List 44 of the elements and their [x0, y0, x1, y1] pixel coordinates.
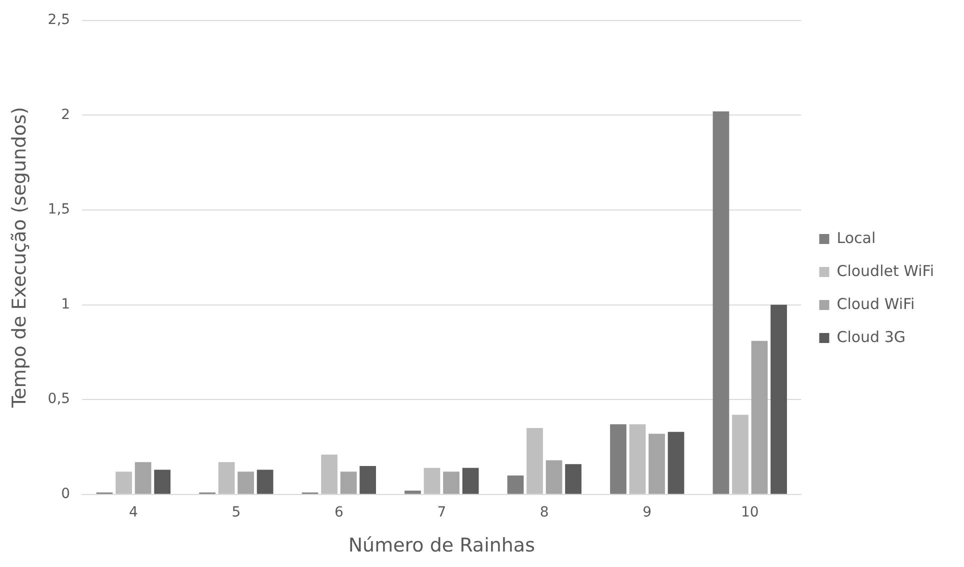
- bar: [424, 468, 440, 494]
- bar: [256, 470, 274, 494]
- bar: [610, 424, 626, 494]
- legend-label: Cloud 3G: [836, 328, 906, 346]
- bar: [321, 454, 338, 494]
- legend-label: Local: [836, 228, 876, 247]
- bar: [134, 462, 152, 494]
- bar: [404, 490, 421, 494]
- x-tick-label: 9: [642, 504, 652, 520]
- bar: [565, 464, 582, 494]
- x-tick-label: 5: [232, 504, 241, 520]
- x-tick-label: 8: [540, 504, 549, 520]
- x-axis-title: Número de Rainhas: [348, 534, 535, 557]
- bar: [712, 111, 730, 494]
- bar: [770, 304, 787, 494]
- y-tick-label: 1: [61, 296, 70, 312]
- bar: [546, 460, 562, 494]
- bar: [154, 470, 171, 494]
- x-tick-label: 10: [740, 504, 759, 520]
- y-axis-title: Tempo de Execução (segundos): [8, 106, 30, 409]
- y-tick-label: 0: [61, 486, 70, 502]
- bar: [116, 472, 132, 494]
- bar: [751, 340, 768, 494]
- x-tick-label: 6: [334, 504, 344, 520]
- bar: [629, 424, 646, 494]
- bar: [732, 414, 748, 494]
- bar: [340, 472, 357, 494]
- y-tick-label: 1,5: [48, 202, 70, 218]
- legend-label: Cloud WiFi: [836, 294, 915, 313]
- bar: [443, 472, 460, 494]
- x-tick-label: 7: [437, 504, 446, 520]
- y-tick-label: 2: [61, 106, 70, 123]
- y-tick-label: 2,5: [48, 12, 70, 28]
- bar: [218, 462, 235, 494]
- x-tick-label: 4: [128, 504, 138, 520]
- legend-label: Cloudlet WiFi: [836, 262, 934, 280]
- y-tick-label: 0,5: [48, 391, 70, 408]
- bar: [238, 472, 254, 494]
- bar: [668, 432, 684, 494]
- bar: [507, 475, 524, 494]
- bar: [648, 434, 665, 494]
- bar: [526, 428, 543, 494]
- bar: [462, 468, 479, 494]
- bar: [360, 466, 376, 494]
